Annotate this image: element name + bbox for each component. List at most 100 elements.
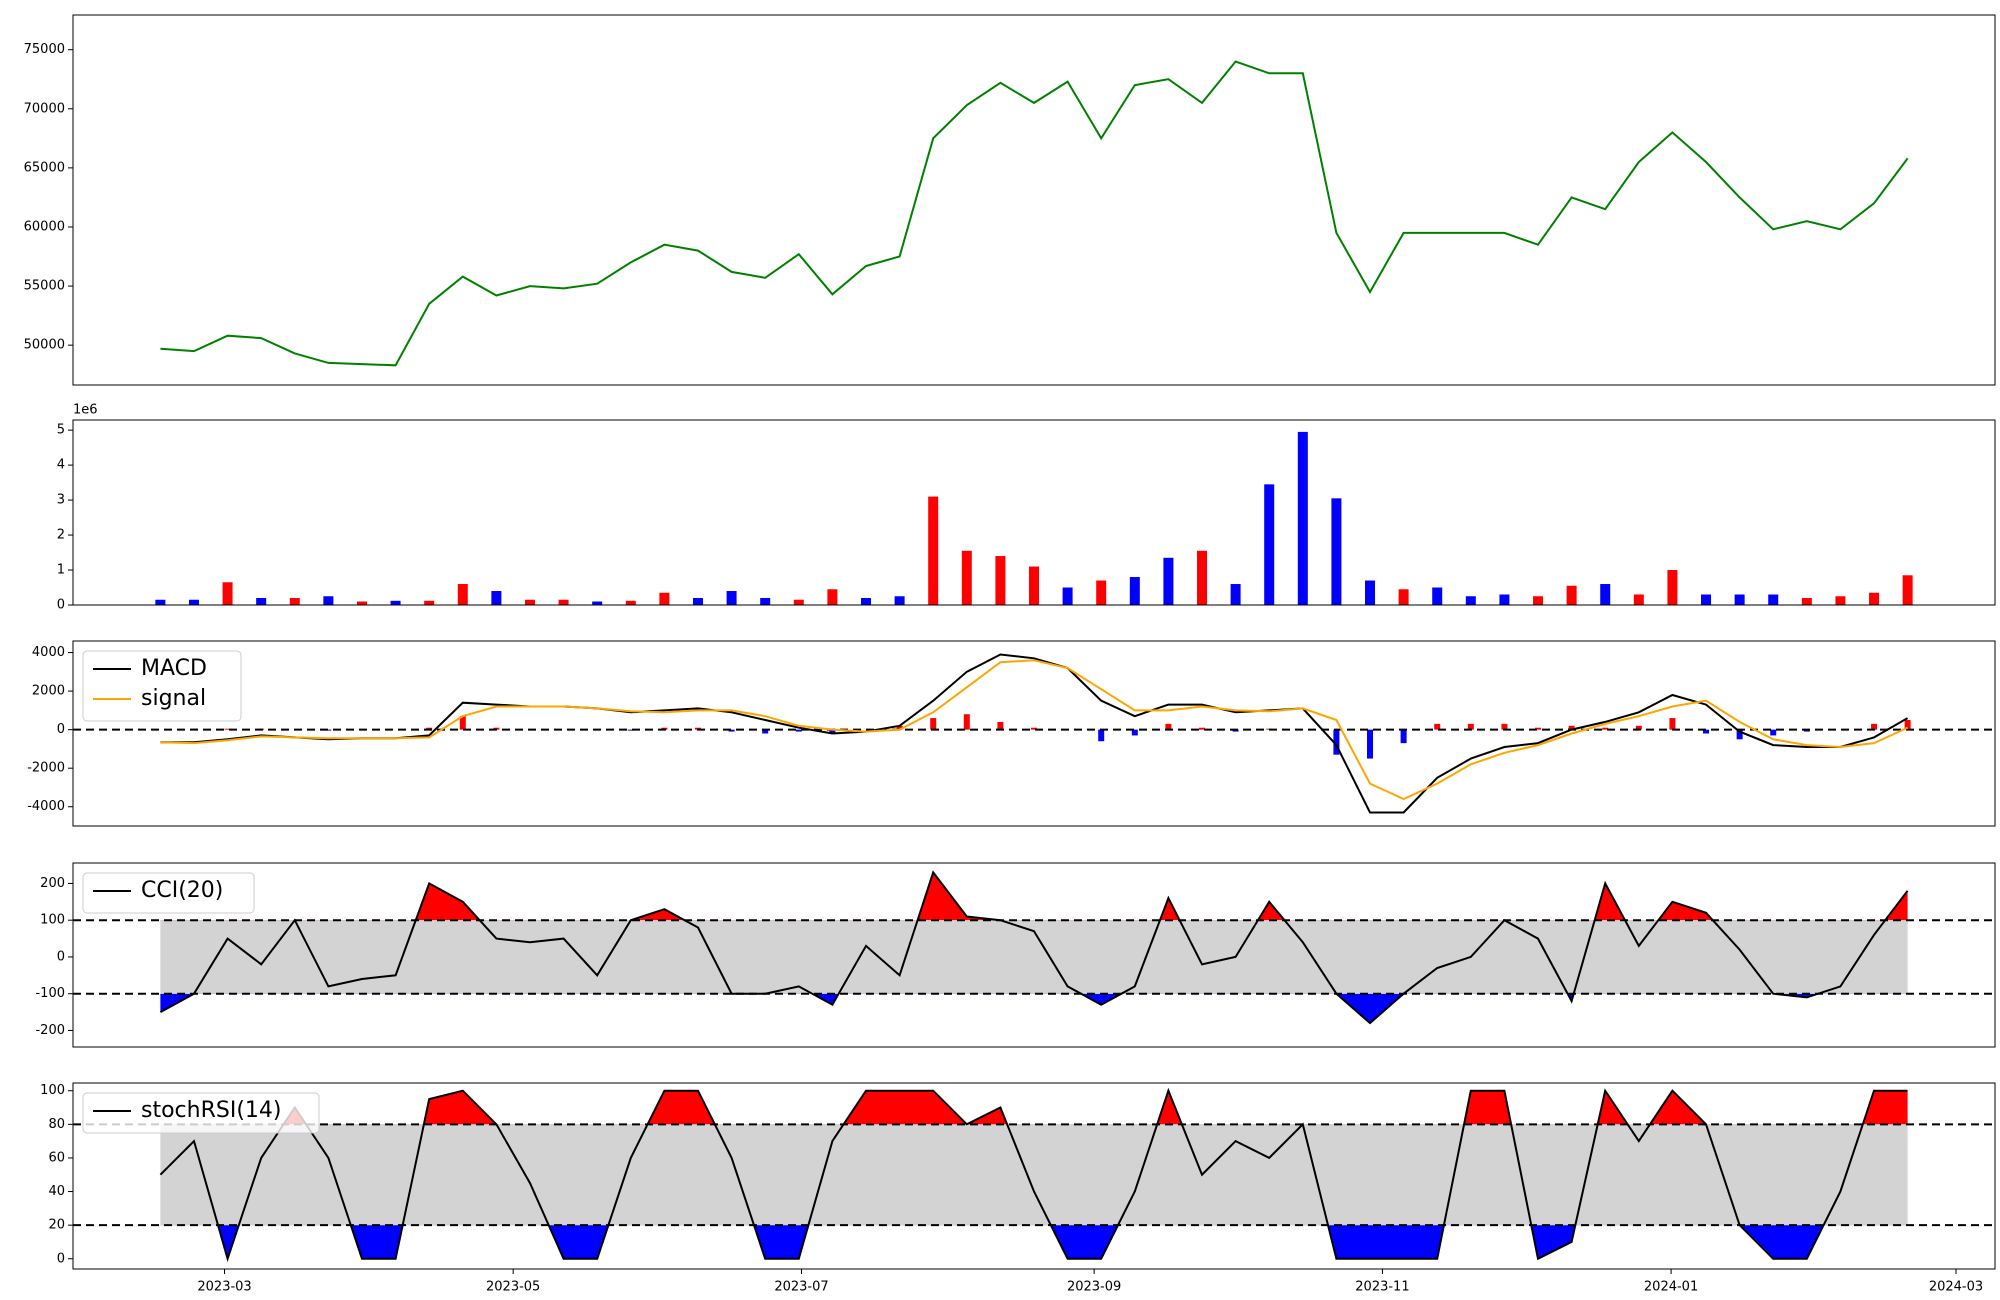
indicator-line	[159, 1087, 1908, 1263]
histogram-bar	[1535, 727, 1542, 730]
volume-bar	[1499, 594, 1510, 605]
y-tick-label: 1	[57, 563, 65, 578]
volume-bar	[390, 600, 401, 605]
histogram-bar	[1871, 723, 1878, 730]
x-tick-label: 2023-05	[486, 1280, 540, 1295]
histogram-bar	[1568, 725, 1575, 730]
histogram-bar	[795, 729, 802, 732]
histogram-bar	[1333, 729, 1340, 755]
volume-bar	[1633, 594, 1644, 605]
histogram-bar	[1602, 727, 1609, 730]
legend-label: MACD	[141, 656, 207, 681]
histogram-bar	[1770, 729, 1777, 736]
histogram-bar	[1736, 729, 1743, 740]
x-tick-label: 2023-03	[197, 1280, 251, 1295]
y-tick-label: -200	[35, 1023, 65, 1038]
indicator-line	[160, 659, 1909, 801]
volume-bar	[1801, 598, 1812, 605]
y-tick-label: 40	[48, 1184, 65, 1199]
histogram-bar	[1434, 723, 1441, 730]
x-tick-label: 2023-09	[1067, 1280, 1121, 1295]
panel-frame	[72, 1082, 1996, 1270]
y-tick-label: 65000	[24, 160, 65, 175]
volume-bar	[491, 591, 502, 605]
volume-bar	[1835, 596, 1846, 605]
volume-bar	[1365, 580, 1376, 605]
volume-bar	[692, 598, 703, 605]
volume-bar	[995, 556, 1006, 605]
overbought-fill	[160, 1090, 1908, 1125]
histogram-bar	[1199, 727, 1206, 730]
plot-area	[73, 870, 1995, 1025]
histogram-bar	[627, 729, 634, 731]
y-tick-label: 60	[48, 1150, 65, 1165]
y-tick-label: 2000	[32, 684, 65, 699]
plot-area	[73, 1087, 1995, 1263]
histogram-bar	[997, 721, 1004, 730]
y-tick-label: 0	[57, 1251, 65, 1266]
histogram-bar	[459, 716, 466, 730]
volume-bar	[1163, 557, 1174, 605]
volume-bar	[726, 591, 737, 605]
histogram-bar	[728, 729, 735, 732]
histogram-bar	[1904, 720, 1911, 730]
histogram-bar	[1131, 729, 1138, 736]
volume-bar	[323, 596, 334, 605]
histogram-bar	[1501, 723, 1508, 730]
volume-bar	[1096, 580, 1107, 605]
volume-bar	[558, 599, 569, 605]
panel: 0 20 40 60 80 100 2023-03 2023-05 2023-07 2023-09…	[40, 1082, 1996, 1295]
y-tick-label: -4000	[27, 799, 65, 814]
volume-bar	[1465, 596, 1476, 605]
y-tick-label: 80	[48, 1117, 65, 1132]
panel-frame	[72, 862, 1996, 1048]
legend-box	[82, 872, 255, 914]
histogram-bar	[930, 718, 937, 730]
volume-bar	[659, 592, 670, 605]
panel: 50000 55000 60000 65000 70000 75000	[24, 14, 1996, 386]
volume-bar	[1734, 594, 1745, 605]
y-tick-label: -2000	[27, 761, 65, 776]
y-tick-label: 100	[40, 913, 65, 928]
volume-bar	[793, 599, 804, 605]
volume-bar	[625, 600, 636, 605]
offset-label: 1e6	[73, 403, 98, 418]
x-tick-label: 2024-01	[1644, 1280, 1698, 1295]
volume-bar	[356, 601, 367, 605]
plot-area	[160, 60, 1909, 367]
y-tick-label: 4	[57, 458, 65, 473]
legend-box	[82, 1092, 320, 1134]
y-tick-label: -100	[35, 986, 65, 1001]
volume-bar	[256, 598, 267, 605]
histogram-bar	[1400, 729, 1407, 744]
volume-bar	[1902, 575, 1913, 605]
volume-bar	[1869, 592, 1880, 605]
histogram-bar	[1098, 729, 1105, 742]
volume-bar	[1197, 550, 1208, 605]
y-tick-label: 55000	[24, 279, 65, 294]
legend-label: CCI(20)	[141, 878, 223, 903]
neutral-band	[160, 1124, 1908, 1226]
plot-area	[155, 431, 1913, 605]
volume-bar	[1701, 594, 1712, 605]
y-tick-label: 20	[48, 1218, 65, 1233]
y-tick-label: 70000	[24, 101, 65, 116]
volume-bar	[1667, 570, 1678, 605]
volume-bar	[1062, 587, 1073, 605]
histogram-bar	[762, 729, 769, 734]
y-tick-label: 3	[57, 493, 65, 508]
volume-bar	[1398, 589, 1409, 605]
panel: -4000 -2000 0 2000 4000 MACD signal	[27, 640, 1996, 827]
volume-bar	[961, 550, 972, 605]
histogram-bar	[1669, 718, 1676, 730]
y-tick-label: 0	[57, 598, 65, 613]
histogram-bar	[325, 729, 332, 731]
legend: MACD signal	[82, 650, 242, 722]
legend-label: stochRSI(14)	[141, 1098, 282, 1123]
indicator-line	[160, 653, 1909, 814]
panel: 0 1 2 3 4 5 1e6	[57, 403, 1996, 613]
volume-bar	[1432, 587, 1443, 605]
y-tick-label: 50000	[24, 338, 65, 353]
volume-bar	[1029, 566, 1039, 605]
